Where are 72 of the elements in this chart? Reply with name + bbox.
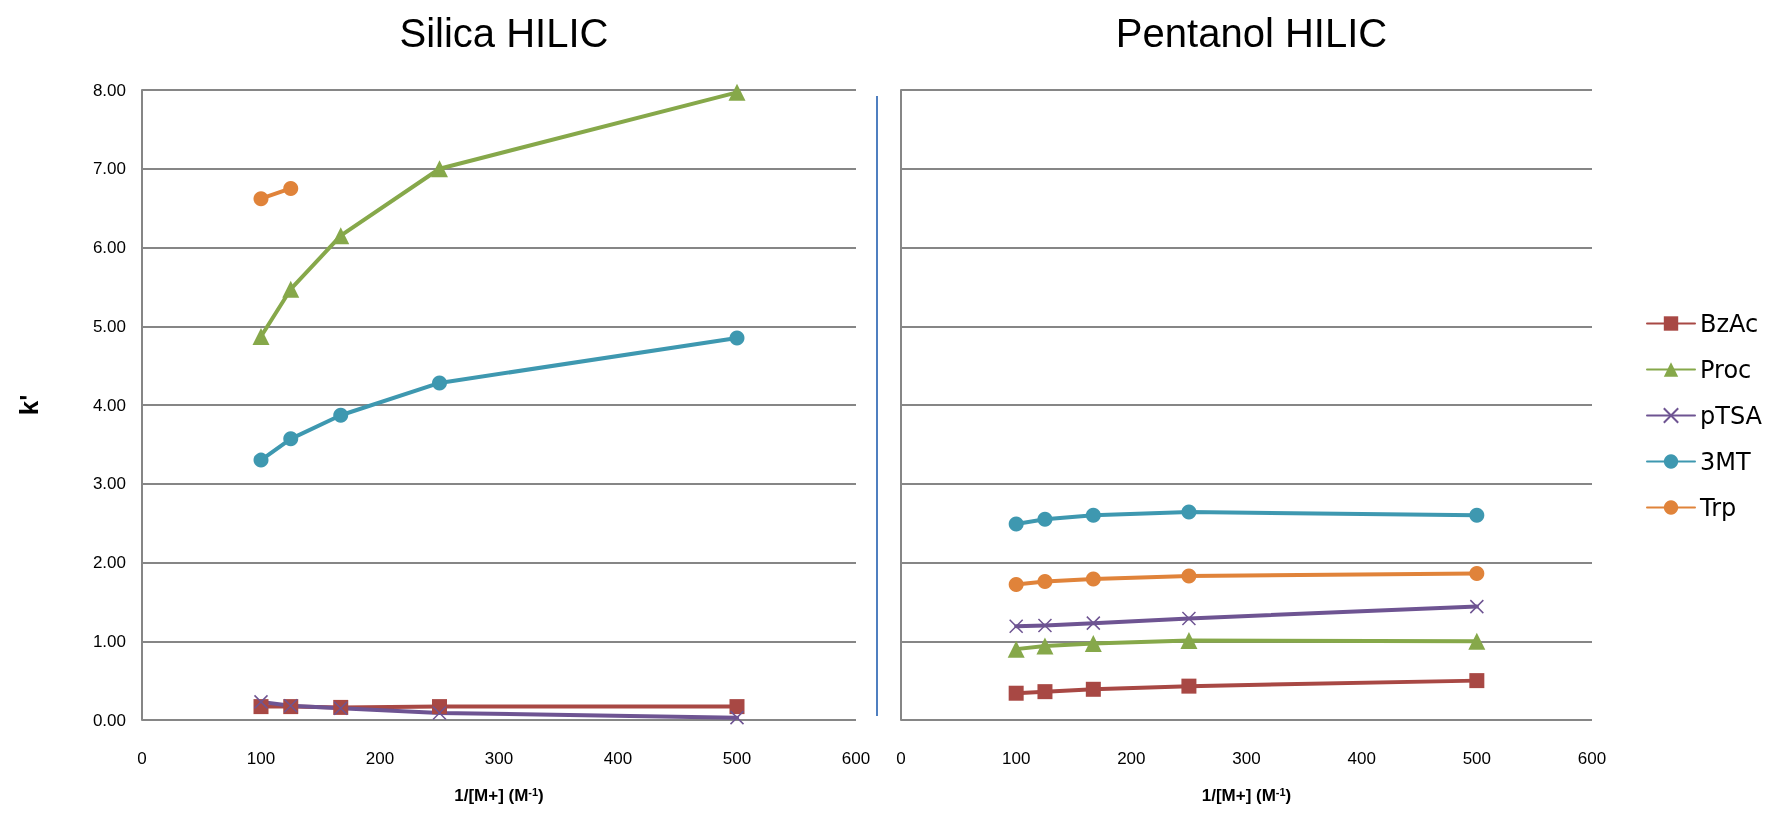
point — [729, 710, 745, 725]
x-tick-label: 500 — [722, 749, 752, 768]
point — [283, 431, 299, 447]
y-tick-label: 4.00 — [92, 395, 126, 415]
point — [728, 83, 746, 101]
point — [1181, 568, 1197, 584]
point — [1007, 640, 1025, 658]
legend-label: pTSA — [1700, 401, 1763, 430]
x-tick-label: 100 — [246, 749, 276, 768]
legend-label: 3MT — [1700, 447, 1751, 476]
point — [1181, 504, 1197, 520]
point — [1181, 678, 1197, 694]
point — [1037, 618, 1053, 633]
y-tick-label: 8.00 — [92, 80, 126, 100]
x-tick-label: 200 — [1117, 749, 1146, 768]
y-axis-title: k' — [14, 394, 44, 416]
y-tick-label: 1.00 — [92, 631, 126, 651]
point — [1085, 571, 1101, 587]
y-tick-label: 3.00 — [92, 474, 126, 494]
y-tick-label: 6.00 — [92, 238, 126, 257]
point — [1037, 684, 1053, 700]
point — [1181, 611, 1197, 626]
point — [1008, 516, 1024, 532]
legend-label: BzAc — [1700, 309, 1759, 338]
x-tick-label: 400 — [603, 749, 633, 768]
point — [1086, 615, 1101, 631]
point — [1008, 619, 1024, 634]
x-tick-label: 0 — [137, 749, 147, 768]
point — [1085, 681, 1101, 697]
point — [1468, 632, 1486, 650]
x-tick-label: 0 — [896, 749, 906, 768]
x-tick-label: 500 — [1462, 749, 1492, 768]
point — [1469, 599, 1485, 614]
x-tick-label: 200 — [365, 749, 395, 768]
point — [1008, 685, 1024, 701]
point — [432, 705, 447, 721]
point — [1180, 631, 1198, 649]
x-tick-label: 100 — [1001, 749, 1031, 768]
point — [252, 327, 270, 345]
point — [332, 227, 350, 245]
point — [1085, 507, 1101, 523]
point — [1469, 566, 1485, 582]
legend-label: Proc — [1700, 355, 1752, 384]
point — [1469, 507, 1485, 523]
chart-title: Pentanol HILIC — [1115, 11, 1388, 55]
point — [253, 452, 269, 468]
point — [253, 191, 269, 207]
x-tick-label: 400 — [1347, 749, 1376, 768]
point — [1084, 635, 1102, 653]
point — [1008, 577, 1024, 593]
legend-label: Trp — [1699, 493, 1737, 522]
x-tick-label: 600 — [841, 749, 871, 768]
point — [1037, 573, 1053, 589]
point — [333, 407, 349, 423]
point — [1469, 673, 1485, 689]
y-tick-label: 5.00 — [92, 316, 126, 336]
point — [729, 699, 745, 715]
y-tick-label: 2.00 — [92, 553, 126, 572]
point — [253, 694, 269, 710]
point — [729, 330, 745, 346]
x-tick-label: 300 — [1232, 749, 1261, 768]
x-tick-label: 600 — [1577, 749, 1607, 768]
point — [432, 375, 447, 391]
point — [282, 280, 300, 298]
x-tick-label: 300 — [484, 749, 514, 768]
point — [1037, 511, 1053, 527]
y-tick-label: 0.00 — [92, 710, 126, 730]
point — [283, 180, 299, 196]
point — [431, 160, 448, 178]
y-tick-label: 7.00 — [92, 159, 126, 179]
chart-title: Silica HILIC — [399, 11, 609, 55]
point — [1036, 637, 1054, 655]
